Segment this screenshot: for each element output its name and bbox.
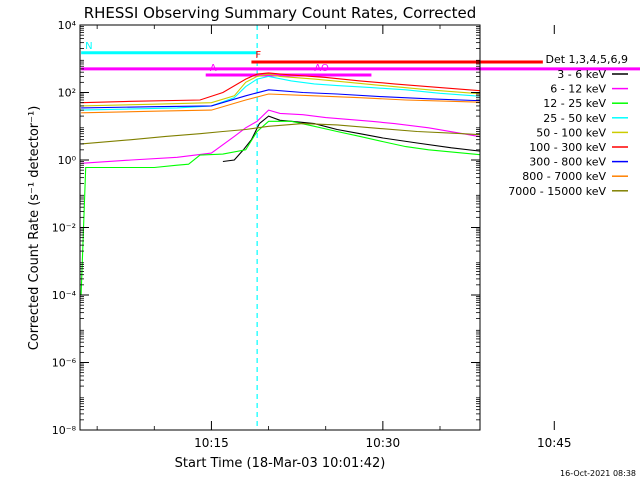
series-line-8-seg-0 xyxy=(81,123,480,145)
legend-label-5: 100 - 300 keV xyxy=(529,141,606,154)
chart-title: RHESSI Observing Summary Count Rates, Co… xyxy=(84,4,477,22)
legend-label-7: 800 - 7000 keV xyxy=(522,170,606,183)
series-line-5-seg-0 xyxy=(81,72,480,104)
legend-label-0: 3 - 6 keV xyxy=(557,68,606,81)
legend-title: Det 1,3,4,5,6,9 xyxy=(545,53,628,66)
x-tick-label-1: 10:30 xyxy=(366,436,401,450)
y-tick-label-3: 10⁻² xyxy=(52,222,76,235)
y-axis-label: Corrected Count Rate (s⁻¹ detector⁻¹) xyxy=(27,106,42,351)
y-tick-label-6: 10⁴ xyxy=(58,19,77,32)
y-tick-label-4: 10⁰ xyxy=(58,154,77,167)
y-tick-label-2: 10⁻⁴ xyxy=(52,289,77,302)
chart-marks: NFAAOS10⁻⁸10⁻⁶10⁻⁴10⁻²10⁰10²10⁴10:1510:3… xyxy=(52,19,640,450)
x-tick-label-2: 10:45 xyxy=(537,436,572,450)
series-line-1-seg-0 xyxy=(81,109,480,164)
series-line-7-seg-0 xyxy=(81,93,480,114)
y-tick-label-0: 10⁻⁸ xyxy=(52,424,77,437)
timestamp: 16-Oct-2021 08:38 xyxy=(560,469,636,478)
legend-label-1: 6 - 12 keV xyxy=(550,83,606,96)
x-axis-label: Start Time (18-Mar-03 10:01:42) xyxy=(175,456,386,471)
legend-label-4: 50 - 100 keV xyxy=(536,126,606,139)
series-line-4-seg-0 xyxy=(81,73,480,107)
y-tick-label-1: 10⁻⁶ xyxy=(52,357,77,370)
legend-label-2: 12 - 25 keV xyxy=(543,97,606,110)
legend-label-6: 300 - 800 keV xyxy=(529,156,606,169)
y-tick-label-5: 10² xyxy=(58,87,76,100)
series-line-3-seg-0 xyxy=(81,75,480,111)
x-tick-label-0: 10:15 xyxy=(194,436,229,450)
annotation-label-2: F xyxy=(255,50,261,61)
series-line-6-seg-0 xyxy=(81,89,480,109)
legend-label-3: 25 - 50 keV xyxy=(543,112,606,125)
legend-label-8: 7000 - 15000 keV xyxy=(508,185,606,198)
annotation-label-0: N xyxy=(85,41,92,52)
